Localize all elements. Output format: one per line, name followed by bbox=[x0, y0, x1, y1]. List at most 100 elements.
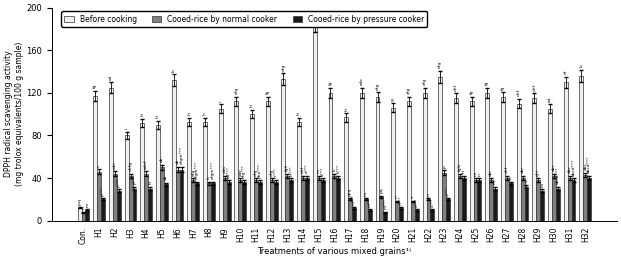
Text: m: m bbox=[493, 180, 497, 184]
Text: b: b bbox=[579, 65, 583, 67]
Text: fg: fg bbox=[469, 89, 474, 94]
Bar bbox=[415, 210, 419, 221]
Text: abc: abc bbox=[568, 166, 571, 173]
Bar bbox=[101, 199, 105, 221]
Bar bbox=[376, 97, 379, 221]
Bar bbox=[489, 180, 493, 221]
Bar bbox=[446, 199, 450, 221]
Bar bbox=[462, 178, 466, 221]
Legend: Before cooking, Cooed-rice by normal cooker, Cooed-rice by pressure cooker: Before cooking, Cooed-rice by normal coo… bbox=[61, 11, 427, 27]
Bar bbox=[93, 96, 97, 221]
Text: i: i bbox=[125, 128, 129, 129]
Bar bbox=[301, 178, 305, 221]
Bar bbox=[211, 183, 215, 221]
Text: pq: pq bbox=[379, 188, 383, 193]
Bar bbox=[438, 77, 442, 221]
Text: m: m bbox=[86, 203, 89, 207]
Text: pho***: pho*** bbox=[258, 163, 262, 178]
Text: abcd***: abcd*** bbox=[571, 158, 576, 176]
Bar bbox=[320, 180, 325, 221]
Text: efg: efg bbox=[376, 82, 379, 89]
Text: hi: hi bbox=[297, 111, 301, 115]
Bar bbox=[509, 183, 513, 221]
Text: fg: fg bbox=[266, 89, 270, 94]
Bar bbox=[383, 212, 388, 221]
Bar bbox=[442, 173, 446, 221]
Bar bbox=[478, 180, 481, 221]
Text: def: def bbox=[454, 83, 458, 91]
Text: a***: a*** bbox=[320, 166, 325, 176]
Text: cde: cde bbox=[238, 167, 242, 176]
Bar bbox=[579, 76, 583, 221]
Bar bbox=[297, 122, 301, 221]
Text: n: n bbox=[427, 193, 430, 196]
Bar bbox=[556, 189, 560, 221]
Bar bbox=[493, 189, 497, 221]
Text: o***: o*** bbox=[446, 186, 450, 196]
Bar bbox=[430, 210, 434, 221]
Text: defg: defg bbox=[129, 161, 132, 171]
Text: g: g bbox=[391, 98, 395, 101]
Text: ef: ef bbox=[564, 70, 568, 74]
Text: hi: hi bbox=[140, 112, 144, 116]
Text: fghi: fghi bbox=[458, 162, 462, 171]
Bar bbox=[258, 182, 262, 221]
Bar bbox=[86, 210, 89, 221]
Text: hi: hi bbox=[344, 107, 348, 110]
Bar bbox=[329, 93, 332, 221]
Bar bbox=[458, 176, 462, 221]
Text: cde: cde bbox=[113, 161, 117, 169]
Text: h: h bbox=[203, 112, 207, 115]
Text: abcd***: abcd*** bbox=[556, 167, 560, 184]
Bar bbox=[368, 210, 371, 221]
Bar bbox=[532, 98, 537, 221]
Text: m***: m*** bbox=[368, 196, 372, 207]
Text: x: x bbox=[410, 195, 415, 198]
Text: ghi: ghi bbox=[537, 169, 540, 176]
Bar bbox=[399, 208, 403, 221]
Text: efgm***: efgm*** bbox=[211, 161, 215, 179]
Bar bbox=[332, 176, 337, 221]
Bar bbox=[132, 189, 137, 221]
Bar bbox=[207, 183, 211, 221]
Bar bbox=[140, 123, 144, 221]
Bar bbox=[520, 178, 525, 221]
Text: cd: cd bbox=[109, 74, 113, 80]
Text: ab: ab bbox=[160, 157, 164, 162]
Text: m***: m*** bbox=[383, 198, 388, 209]
Bar bbox=[587, 178, 591, 221]
Text: hi: hi bbox=[148, 180, 152, 184]
Bar bbox=[148, 189, 152, 221]
Bar bbox=[227, 182, 230, 221]
Text: efgm***: efgm*** bbox=[179, 146, 183, 164]
X-axis label: Treatments of various mixed grains¹⁾: Treatments of various mixed grains¹⁾ bbox=[257, 247, 412, 256]
Text: fg: fg bbox=[93, 84, 97, 88]
Text: def: def bbox=[532, 83, 537, 91]
Text: hi: hi bbox=[156, 114, 160, 118]
Text: n: n bbox=[395, 195, 399, 198]
Bar bbox=[474, 180, 478, 221]
Text: def: def bbox=[301, 166, 305, 173]
Bar bbox=[286, 176, 289, 221]
Bar bbox=[125, 135, 129, 221]
Text: def: def bbox=[517, 89, 520, 96]
Text: o: o bbox=[509, 176, 513, 179]
Text: abr: abr bbox=[520, 166, 525, 173]
Bar bbox=[548, 109, 552, 221]
Bar bbox=[469, 101, 474, 221]
Text: efg: efg bbox=[281, 63, 286, 71]
Bar bbox=[486, 93, 489, 221]
Text: n: n bbox=[478, 173, 481, 176]
Bar bbox=[238, 180, 242, 221]
Bar bbox=[583, 175, 587, 221]
Text: abr: abr bbox=[489, 168, 493, 176]
Bar bbox=[568, 178, 571, 221]
Bar bbox=[313, 24, 317, 221]
Bar bbox=[223, 178, 227, 221]
Text: m: m bbox=[364, 192, 368, 196]
Text: ppq: ppq bbox=[348, 187, 352, 196]
Text: o***: o*** bbox=[430, 197, 435, 207]
Bar bbox=[552, 176, 556, 221]
Bar bbox=[525, 187, 528, 221]
Bar bbox=[156, 125, 160, 221]
